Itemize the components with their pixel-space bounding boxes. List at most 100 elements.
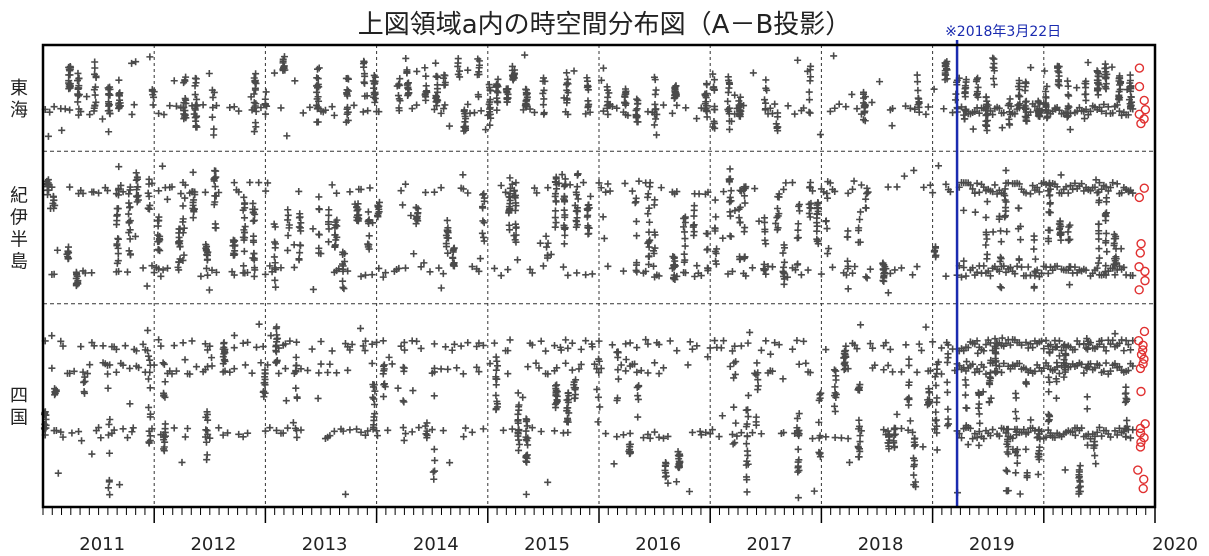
- event-marker: [975, 441, 983, 449]
- event-marker: [926, 367, 934, 375]
- event-marker: [995, 432, 1003, 440]
- event-marker: [1120, 263, 1128, 271]
- event-marker: [754, 382, 762, 390]
- event-marker: [257, 104, 265, 112]
- event-marker: [906, 417, 914, 425]
- event-marker: [175, 266, 183, 274]
- event-marker: [796, 207, 804, 215]
- event-marker: [989, 63, 997, 71]
- event-marker: [50, 103, 58, 111]
- event-marker: [506, 336, 514, 344]
- event-marker: [201, 340, 209, 348]
- event-marker: [622, 88, 630, 96]
- event-marker: [504, 370, 512, 378]
- event-marker: [88, 188, 96, 196]
- event-marker: [690, 212, 698, 220]
- event-marker: [250, 99, 258, 107]
- event-marker: [1002, 466, 1010, 474]
- event-marker: [341, 257, 349, 265]
- event-marker: [1022, 104, 1030, 112]
- event-marker: [728, 267, 736, 275]
- event-marker: [856, 215, 864, 223]
- event-marker: [742, 272, 750, 280]
- event-marker: [1000, 359, 1008, 367]
- event-marker: [1038, 269, 1046, 277]
- event-marker: [1049, 266, 1057, 274]
- event-marker: [384, 426, 392, 434]
- event-marker: [775, 341, 783, 349]
- event-marker: [293, 338, 301, 346]
- event-marker: [431, 456, 439, 464]
- event-marker: [180, 251, 188, 259]
- event-marker: [132, 169, 140, 177]
- event-marker: [731, 342, 739, 350]
- event-marker: [181, 181, 189, 189]
- event-marker: [551, 427, 559, 435]
- event-marker: [361, 347, 369, 355]
- event-marker: [794, 260, 802, 268]
- event-marker: [1091, 183, 1099, 191]
- event-marker: [252, 107, 260, 115]
- event-marker: [998, 334, 1006, 342]
- event-marker: [851, 341, 859, 349]
- event-marker: [1120, 347, 1128, 355]
- event-marker: [724, 97, 732, 105]
- event-marker: [95, 424, 103, 432]
- event-marker: [573, 269, 581, 277]
- event-marker: [794, 494, 802, 502]
- event-marker: [1087, 107, 1094, 115]
- event-marker: [417, 263, 425, 271]
- event-marker: [1002, 429, 1010, 437]
- event-marker: [1022, 189, 1030, 197]
- event-marker: [75, 428, 83, 436]
- event-marker: [1002, 166, 1010, 174]
- event-marker: [144, 326, 152, 334]
- event-marker: [430, 392, 438, 400]
- event-marker: [1081, 115, 1088, 123]
- event-marker: [159, 359, 167, 367]
- event-marker: [583, 83, 591, 91]
- event-marker: [519, 106, 527, 114]
- event-marker: [893, 410, 901, 418]
- event-marker: [1013, 459, 1021, 467]
- event-marker: [1034, 97, 1042, 105]
- event-marker: [344, 267, 352, 275]
- event-marker: [632, 112, 640, 120]
- event-marker: [930, 247, 938, 255]
- event-marker: [342, 118, 350, 126]
- event-marker: [317, 337, 325, 345]
- annotation-label: ※2018年3月22日: [945, 24, 1061, 40]
- event-marker: [1042, 337, 1050, 345]
- event-marker: [1042, 87, 1050, 95]
- event-marker: [250, 90, 258, 98]
- event-marker: [905, 361, 913, 369]
- event-marker: [711, 247, 719, 255]
- event-marker: [282, 397, 290, 405]
- event-marker: [933, 429, 941, 437]
- event-marker: [1022, 445, 1030, 453]
- event-marker: [385, 353, 393, 361]
- event-marker: [982, 213, 990, 221]
- event-marker: [817, 389, 825, 397]
- event-marker: [645, 204, 653, 212]
- event-marker: [794, 226, 802, 234]
- event-marker: [1015, 204, 1023, 212]
- event-marker: [453, 364, 461, 372]
- event-marker: [922, 323, 930, 331]
- event-marker: [1055, 352, 1063, 360]
- event-marker: [625, 441, 633, 449]
- event-marker: [157, 272, 165, 280]
- event-marker: [170, 424, 178, 432]
- event-marker: [1129, 105, 1137, 113]
- event-marker: [832, 376, 840, 384]
- event-marker: [929, 189, 937, 197]
- event-marker: [702, 428, 710, 436]
- event-marker: [583, 77, 591, 85]
- event-marker: [964, 344, 972, 352]
- event-marker: [614, 366, 622, 374]
- event-marker: [704, 245, 712, 253]
- event-marker: [985, 379, 993, 387]
- event-marker: [480, 190, 488, 198]
- event-marker: [230, 271, 238, 279]
- event-marker: [413, 337, 421, 345]
